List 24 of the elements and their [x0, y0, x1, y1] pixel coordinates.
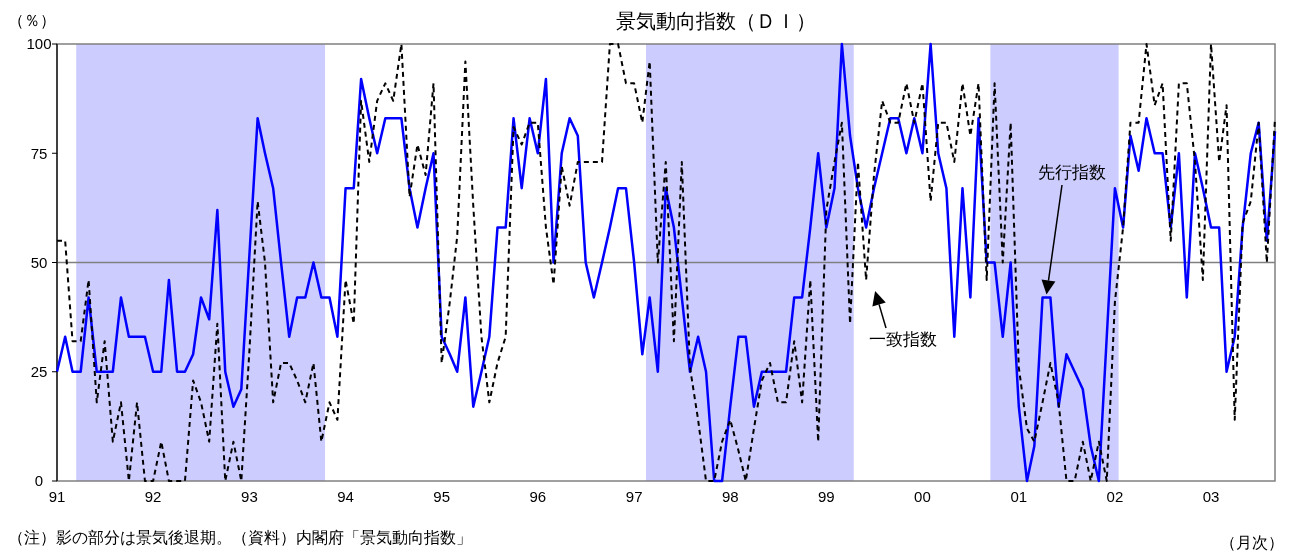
- x-tick-label: 00: [914, 488, 931, 505]
- x-tick-label: 94: [337, 488, 354, 505]
- legend-label: 一致指数: [869, 330, 937, 349]
- y-tick-label: 75: [30, 144, 48, 162]
- x-tick-label: 02: [1106, 488, 1124, 505]
- x-tick-label: 92: [144, 488, 162, 505]
- y-tick-label: 100: [26, 35, 52, 53]
- x-tick-label: 93: [241, 488, 258, 505]
- x-tick-label: 95: [433, 488, 451, 505]
- x-tick-label: 99: [818, 488, 835, 505]
- text: （注）影の部分は景気後退期。（資料）内閣府「景気動向指数」: [8, 529, 472, 546]
- y-tick-label: 25: [30, 363, 48, 380]
- x-tick-label: 96: [529, 488, 547, 505]
- x-tick-label: 03: [1202, 488, 1220, 505]
- y-tick-label: 50: [30, 253, 48, 271]
- y-axis-title: （％）: [8, 12, 56, 29]
- x-tick-label: 98: [721, 488, 739, 505]
- x-tick-label: 01: [1010, 488, 1028, 505]
- series-label: 先行指数: [1038, 163, 1106, 182]
- chart-title: 景気動向指数（ＤＩ）: [616, 10, 816, 32]
- x-tick-label: 91: [48, 488, 66, 505]
- x-tick-label: 97: [625, 488, 643, 505]
- x-axis-title: （月次）: [1220, 534, 1284, 551]
- y-tick-label: 0: [34, 472, 44, 490]
